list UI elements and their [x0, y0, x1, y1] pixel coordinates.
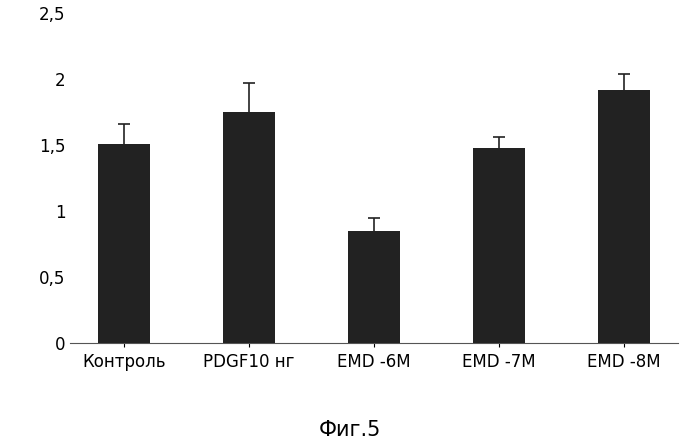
Bar [598, 90, 650, 343]
Bar [98, 144, 150, 343]
Bar [347, 231, 401, 343]
Text: Фиг.5: Фиг.5 [318, 420, 381, 440]
Bar [473, 148, 526, 343]
Bar [222, 112, 275, 343]
